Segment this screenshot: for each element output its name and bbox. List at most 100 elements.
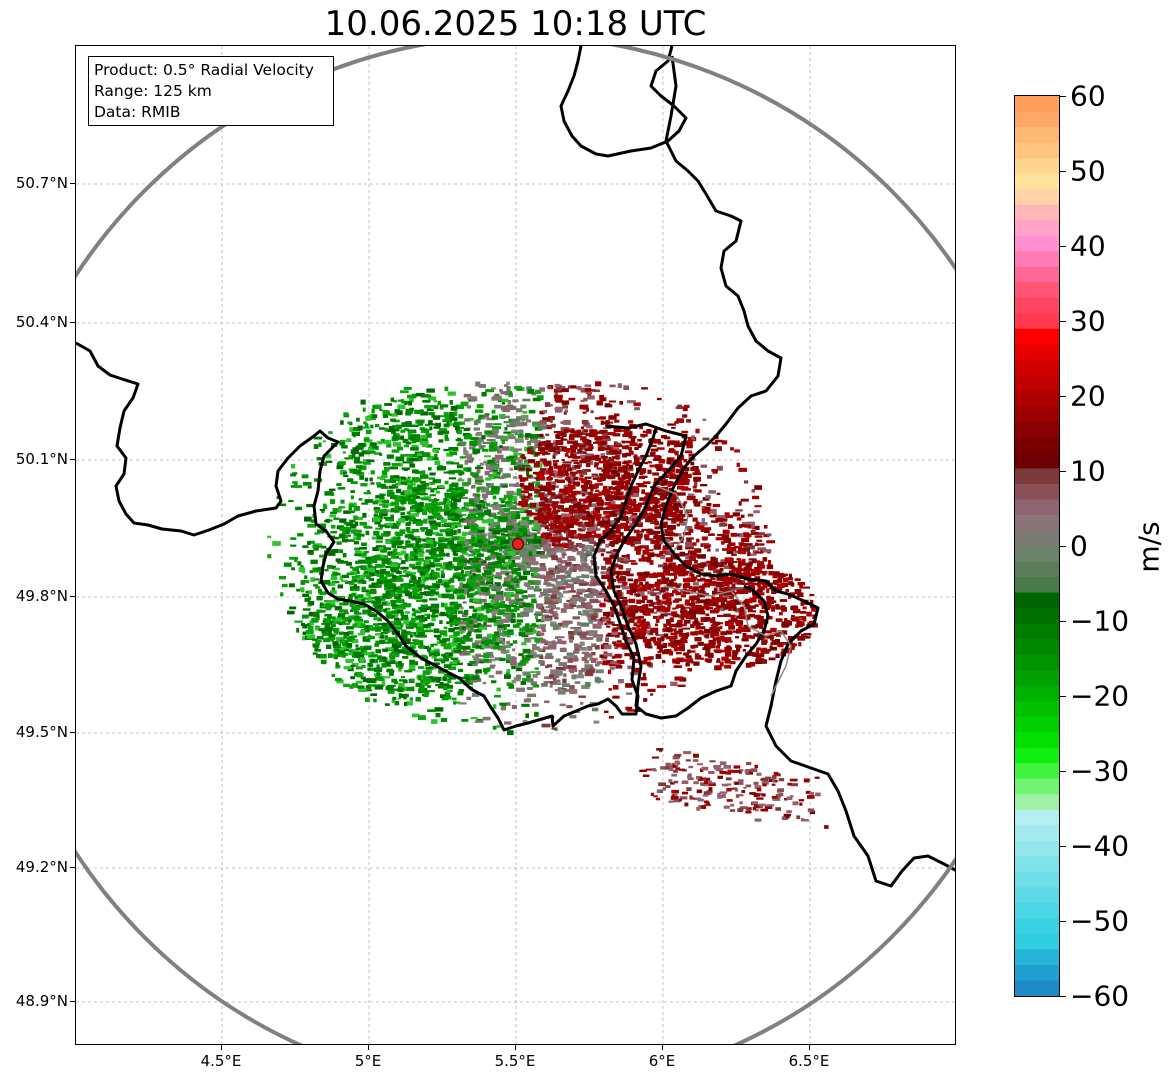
echo-gate [694, 637, 702, 642]
echo-gate [710, 556, 716, 562]
echo-gate [565, 513, 573, 518]
echo-gate [375, 676, 385, 681]
echo-gate [425, 423, 430, 427]
echo-gate [472, 448, 481, 454]
echo-gate [705, 649, 711, 655]
echo-gate [369, 571, 375, 577]
echo-gate [535, 507, 540, 511]
echo-gate [514, 385, 522, 390]
echo-gate [635, 550, 641, 555]
echo-gate [712, 632, 716, 637]
echo-gate [680, 616, 685, 621]
echo-gate [725, 650, 732, 655]
echo-gate [528, 409, 536, 414]
echo-gate [672, 600, 680, 603]
echo-gate [511, 418, 520, 424]
echo-gate [595, 483, 603, 486]
echo-gate [752, 610, 757, 613]
echo-gate [562, 683, 571, 687]
echo-gate [267, 554, 272, 559]
echo-gate [539, 410, 545, 415]
echo-gate [539, 420, 547, 425]
echo-gate [762, 583, 768, 589]
echo-gate [488, 476, 496, 480]
echo-gate [511, 429, 519, 433]
echo-gate [497, 503, 501, 508]
echo-gate [432, 457, 439, 460]
echo-gate [665, 571, 669, 576]
echo-gate [458, 477, 463, 480]
echo-gate [557, 687, 565, 690]
echo-gate [367, 607, 372, 613]
echo-gate [607, 660, 614, 664]
echo-gate [656, 587, 660, 591]
echo-gate [766, 600, 774, 605]
echo-gate [523, 637, 529, 642]
echo-gate [725, 515, 734, 518]
echo-gate [503, 562, 509, 565]
echo-gate [677, 619, 683, 625]
echo-gate [353, 456, 360, 462]
echo-gate [573, 650, 580, 654]
echo-gate [452, 697, 457, 701]
echo-gate [366, 678, 376, 684]
echo-gate [716, 492, 721, 495]
echo-gate [633, 536, 642, 541]
echo-gate [611, 631, 619, 635]
echo-gate [482, 681, 487, 685]
echo-gate [522, 398, 531, 402]
echo-gate [372, 603, 378, 607]
echo-gate [500, 570, 509, 575]
echo-gate [328, 634, 336, 639]
echo-gate [590, 666, 594, 670]
echo-gate [438, 537, 444, 542]
echo-gate [581, 651, 589, 655]
echo-gate [560, 565, 567, 571]
echo-gate [639, 425, 643, 430]
echo-gate [544, 602, 552, 605]
echo-gate [458, 414, 464, 419]
echo-gate [709, 514, 717, 518]
echo-gate [659, 606, 665, 611]
echo-gate [361, 426, 370, 429]
echo-gate [430, 547, 440, 552]
echo-gate [731, 553, 737, 556]
echo-gate [633, 503, 641, 509]
echo-gate [541, 683, 548, 687]
echo-gate [732, 630, 737, 633]
echo-gate [612, 685, 619, 690]
echo-gate [597, 661, 603, 665]
echo-gate [508, 559, 512, 564]
echo-gate [724, 583, 730, 587]
radar-map[interactable] [75, 45, 956, 1045]
echo-gate [420, 428, 427, 433]
echo-gate [586, 391, 592, 395]
echo-gate [494, 459, 500, 464]
echo-gate [420, 409, 424, 412]
echo-gate [584, 682, 591, 687]
echo-gate [522, 611, 530, 617]
echo-gate [499, 388, 503, 393]
echo-gate [626, 709, 636, 712]
echo-gate [637, 438, 642, 442]
echo-gate [586, 425, 593, 429]
echo-gate [272, 541, 281, 546]
echo-gate [705, 495, 711, 499]
echo-gate [608, 582, 613, 587]
echo-gate [610, 661, 617, 664]
echo-gate [550, 611, 558, 615]
echo-gate [422, 436, 428, 442]
echo-gate [697, 578, 702, 582]
echo-gate [741, 582, 750, 585]
echo-gate [353, 617, 360, 622]
echo-gate [567, 658, 573, 663]
echo-gate [404, 534, 410, 537]
echo-gate [775, 605, 781, 610]
echo-gate [482, 716, 491, 721]
echo-gate [377, 440, 383, 445]
echo-gate [553, 472, 562, 478]
echo-gate [506, 654, 511, 660]
echo-gate [616, 640, 622, 643]
echo-gate [342, 471, 347, 474]
echo-gate [382, 626, 390, 632]
